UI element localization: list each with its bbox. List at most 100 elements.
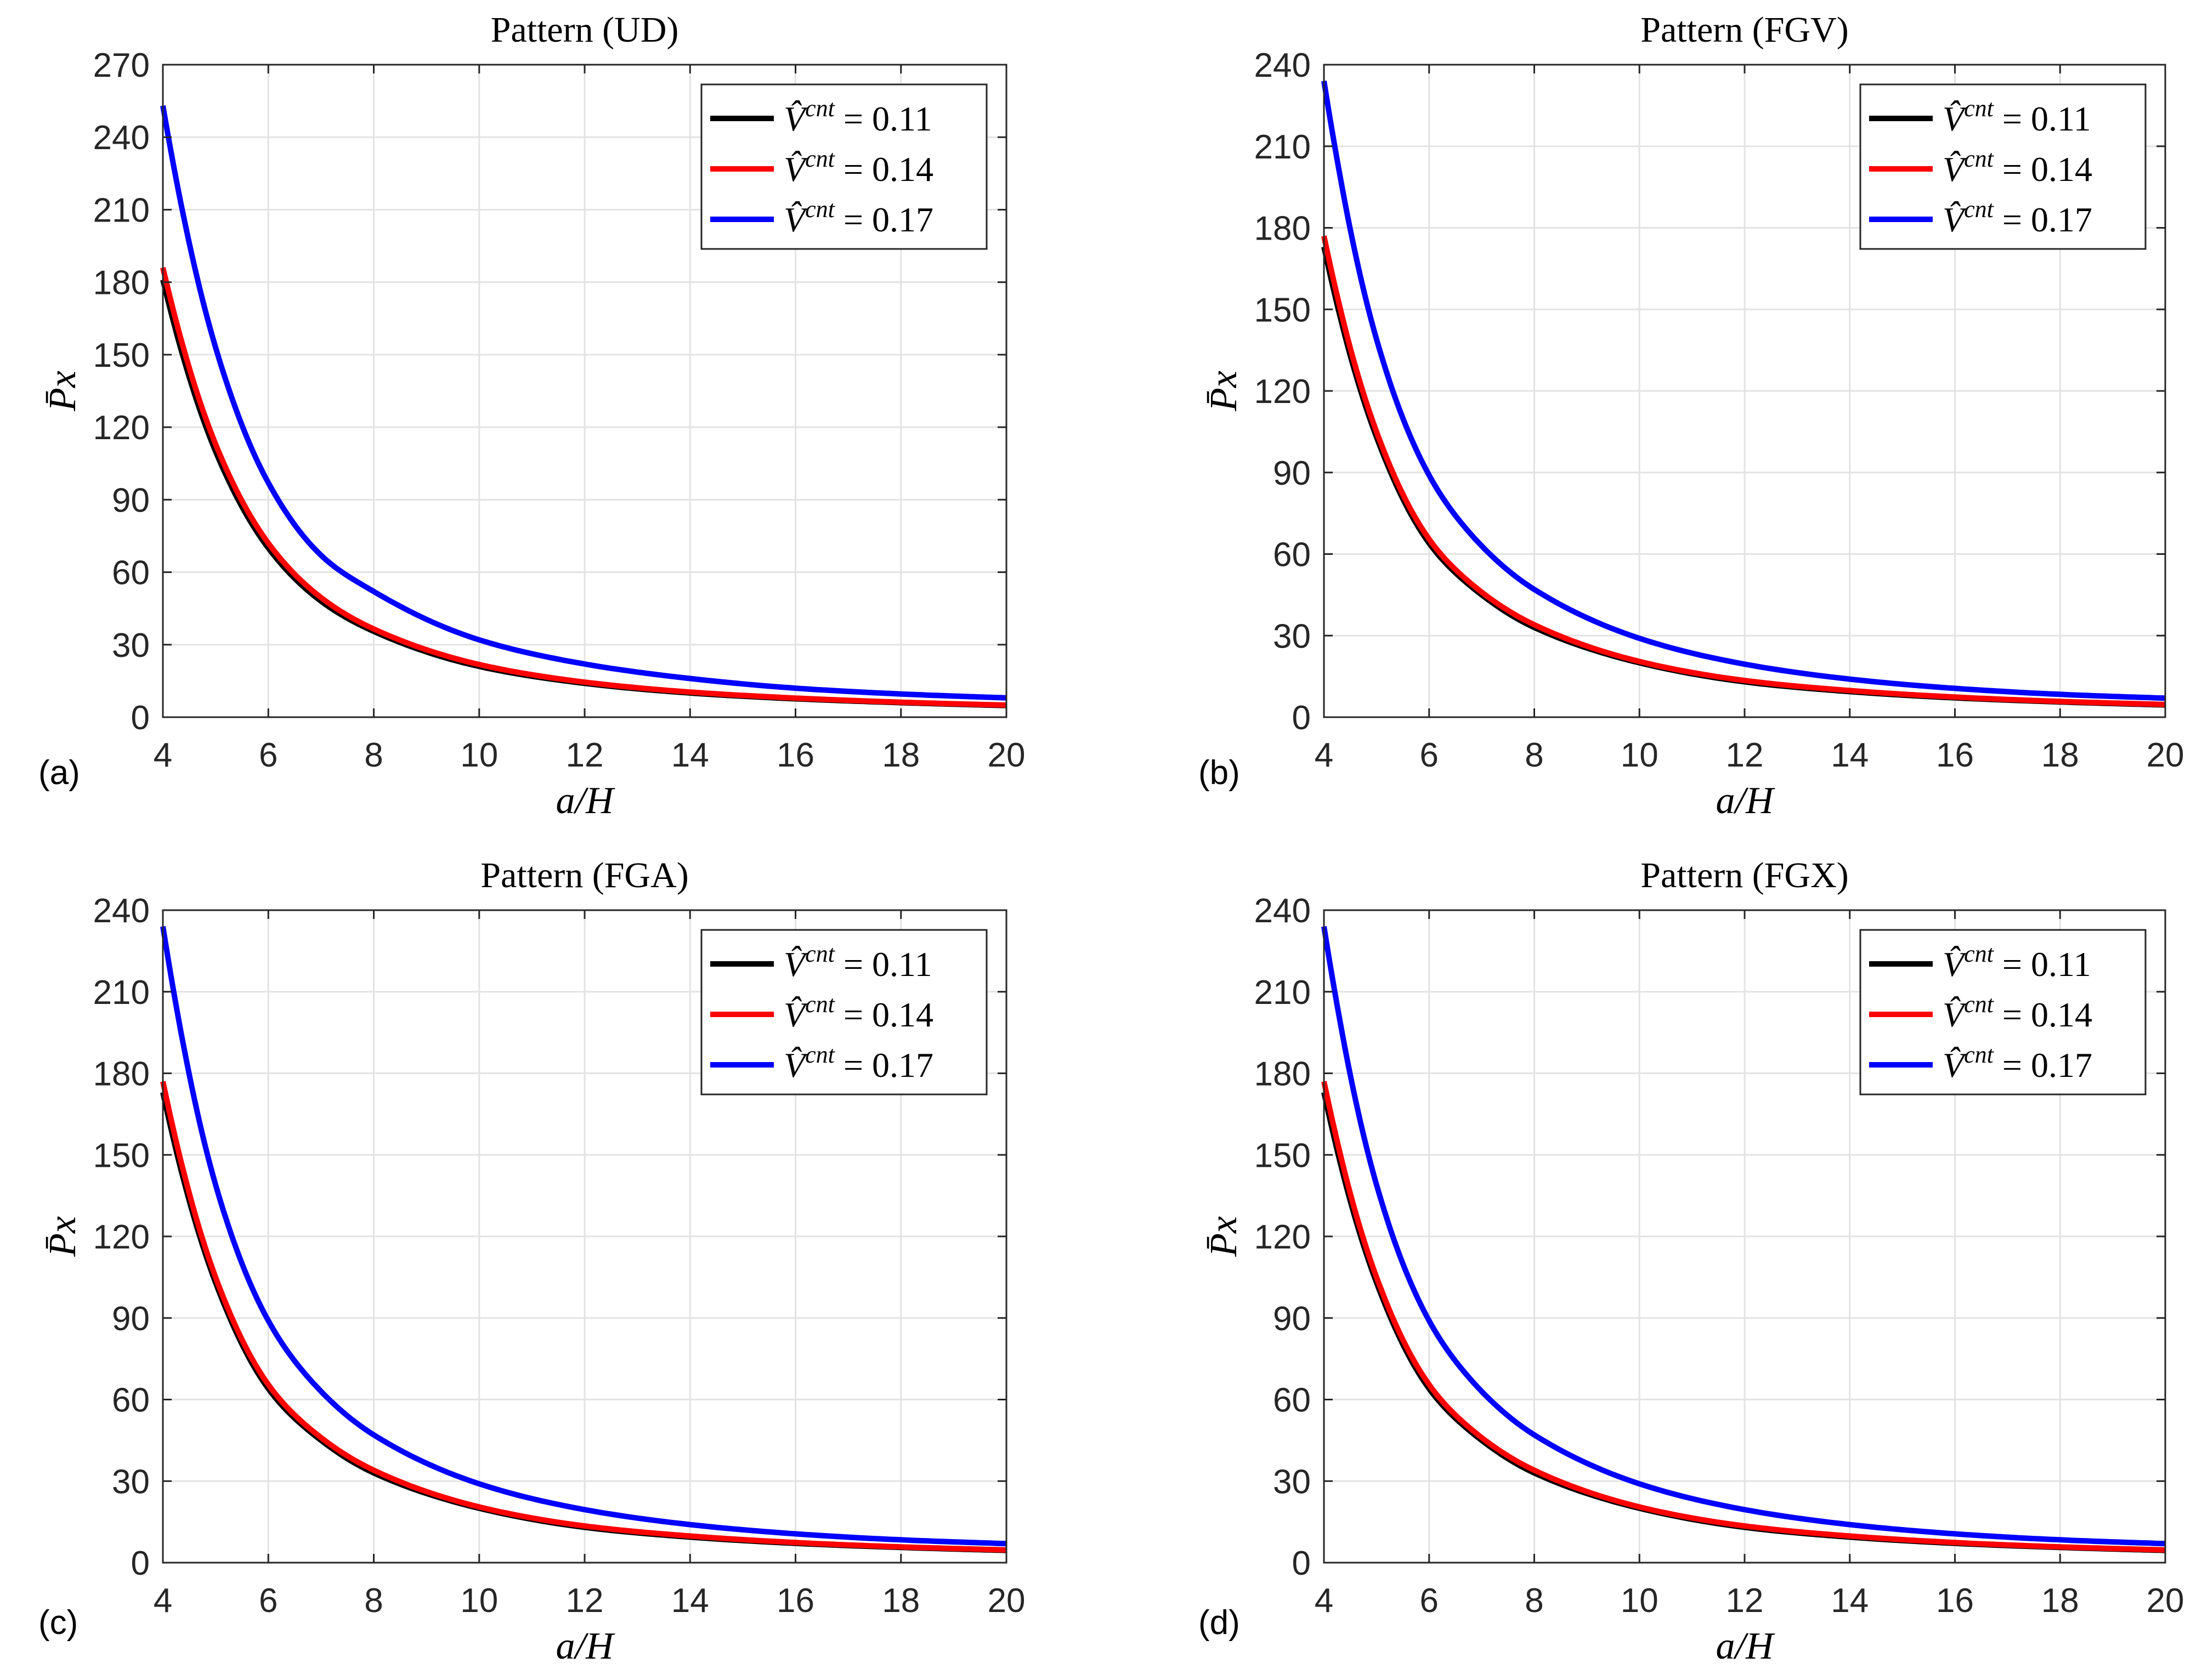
y-tick-label: 180	[1254, 210, 1311, 248]
panel-b: 4 6 8 10 12 14 16 18 20 0 30 60 90 120 150 180 210 240 Pat…	[1198, 10, 2184, 822]
x-tick-label: 20	[988, 736, 1026, 774]
x-tick-label: 6	[1420, 1582, 1439, 1620]
x-tick-label: 4	[154, 1582, 172, 1620]
x-tick-label: 8	[1525, 736, 1543, 774]
y-axis-label: P̄x	[42, 371, 84, 412]
y-tick-label: 60	[112, 1382, 150, 1420]
series-line-3	[160, 926, 1007, 1547]
x-tick-label: 10	[1621, 1582, 1658, 1620]
y-tick-label: 210	[1254, 974, 1311, 1012]
y-tick-label: 60	[1273, 536, 1311, 574]
legend: V̂cnt = 0.11 V̂cnt = 0.14 V̂cnt = 0.17	[700, 83, 988, 250]
y-tick-label: 150	[1254, 291, 1311, 329]
chart-title: Pattern (FGV)	[1640, 10, 1848, 50]
x-tick-label: 14	[671, 1582, 709, 1620]
y-tick-label: 150	[1254, 1137, 1311, 1174]
series-line-2	[160, 1081, 1007, 1553]
y-axis-label: P̄x	[42, 1216, 84, 1257]
y-tick-label: 270	[93, 47, 150, 84]
y-tick-label: 240	[93, 892, 150, 930]
series-line-3	[1321, 926, 2166, 1547]
y-tick-label: 210	[1254, 128, 1311, 166]
x-tick-label: 12	[566, 736, 604, 774]
y-tick-label: 90	[112, 481, 150, 519]
legend: V̂cnt = 0.11 V̂cnt = 0.14 V̂cnt = 0.17	[1859, 83, 2147, 250]
legend-label-1: V̂cnt = 0.11	[784, 940, 932, 984]
legend: V̂cnt = 0.11 V̂cnt = 0.14 V̂cnt = 0.17	[1859, 929, 2147, 1096]
x-tick-label: 12	[1726, 1582, 1764, 1620]
y-tick-label: 120	[1254, 1218, 1311, 1256]
x-tick-label: 4	[1315, 736, 1333, 774]
x-tick-label: 18	[2041, 736, 2079, 774]
panel-d: 4 6 8 10 12 14 16 18 20 0 30 60 90 120 150 180 210 240 Pat…	[1198, 855, 2184, 1667]
x-axis-label: a/H	[556, 1625, 615, 1667]
x-tick-label: 4	[1315, 1582, 1333, 1620]
legend-label-3: V̂cnt = 0.17	[784, 1041, 933, 1085]
legend-label-2: V̂cnt = 0.14	[784, 145, 933, 189]
x-tick-label: 10	[460, 736, 498, 774]
x-axis-label: a/H	[1716, 780, 1775, 822]
y-tick-label: 120	[93, 409, 150, 447]
series-line-2	[1321, 235, 2166, 707]
x-tick-label: 18	[2041, 1582, 2079, 1620]
y-tick-label: 60	[112, 554, 150, 592]
panel-label: (a)	[38, 754, 80, 792]
y-tick-label: 60	[1273, 1382, 1311, 1420]
x-tick-label: 10	[1621, 736, 1658, 774]
y-tick-label: 150	[93, 1137, 150, 1174]
y-tick-label: 0	[131, 1545, 150, 1582]
x-tick-label: 6	[259, 1582, 278, 1620]
y-axis-label: P̄x	[1203, 371, 1245, 412]
y-tick-label: 30	[112, 627, 150, 665]
y-tick-label: 0	[1292, 1545, 1311, 1582]
y-tick-label: 120	[1254, 373, 1311, 411]
x-axis-label: a/H	[1716, 1625, 1775, 1667]
y-tick-label: 90	[112, 1300, 150, 1338]
legend-label-3: V̂cnt = 0.17	[1943, 196, 2092, 239]
x-tick-label: 8	[1525, 1582, 1543, 1620]
y-axis-label: P̄x	[1203, 1216, 1245, 1257]
x-tick-label: 8	[364, 1582, 383, 1620]
series-line-2	[1321, 1081, 2166, 1553]
y-tick-label: 0	[1292, 699, 1311, 737]
panel-label: (c)	[38, 1604, 78, 1642]
chart-title: Pattern (FGX)	[1640, 855, 1848, 895]
y-tick-label: 210	[93, 191, 150, 229]
x-tick-label: 14	[671, 736, 709, 774]
y-tick-label: 240	[93, 119, 150, 157]
legend-label-2: V̂cnt = 0.14	[784, 991, 933, 1034]
x-tick-label: 16	[1936, 736, 1974, 774]
x-tick-label: 18	[882, 1582, 920, 1620]
legend-label-1: V̂cnt = 0.11	[784, 95, 932, 138]
y-tick-label: 0	[131, 699, 150, 737]
x-tick-label: 16	[777, 1582, 814, 1620]
x-tick-label: 10	[460, 1582, 498, 1620]
x-tick-label: 18	[882, 736, 920, 774]
panel-a: 4 6 8 10 12 14 16 18 20 0 30 60 90 120 150 180 210 240 270…	[38, 10, 1025, 822]
legend: V̂cnt = 0.11 V̂cnt = 0.14 V̂cnt = 0.17	[700, 929, 988, 1096]
x-tick-label: 20	[2147, 736, 2184, 774]
y-tick-label: 90	[1273, 455, 1311, 492]
x-tick-label: 20	[2147, 1582, 2184, 1620]
x-tick-label: 6	[1420, 736, 1439, 774]
y-tick-label: 180	[93, 264, 150, 302]
x-tick-label: 4	[154, 736, 172, 774]
panel-label: (d)	[1198, 1604, 1240, 1642]
x-tick-label: 12	[566, 1582, 604, 1620]
panel-c: 4 6 8 10 12 14 16 18 20 0 30 60 90 120 150 180 210 240 Pat…	[38, 855, 1025, 1667]
legend-label-3: V̂cnt = 0.17	[1943, 1041, 2092, 1085]
y-tick-label: 30	[112, 1463, 150, 1501]
x-tick-label: 14	[1831, 1582, 1869, 1620]
legend-label-2: V̂cnt = 0.14	[1943, 991, 2092, 1034]
y-tick-label: 30	[1273, 1463, 1311, 1501]
panel-label: (b)	[1198, 754, 1240, 792]
x-tick-label: 8	[364, 736, 383, 774]
x-tick-label: 16	[1936, 1582, 1974, 1620]
legend-label-2: V̂cnt = 0.14	[1943, 145, 2092, 189]
x-tick-label: 16	[777, 736, 814, 774]
y-tick-label: 30	[1273, 617, 1311, 655]
legend-label-1: V̂cnt = 0.11	[1943, 940, 2091, 984]
x-tick-label: 12	[1726, 736, 1764, 774]
x-tick-label: 6	[259, 736, 278, 774]
